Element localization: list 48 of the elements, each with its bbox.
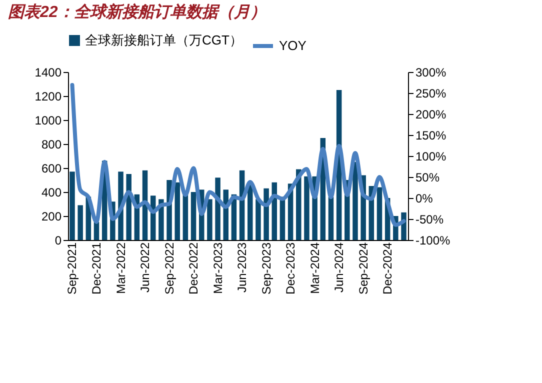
x-tick-label: Sep-2024 [356,242,370,295]
y-tick-label: 1400 [34,66,62,80]
x-tick-label: Mar-2023 [210,242,225,294]
x-tick-label: Jun-2022 [138,242,152,293]
y-tick-label: 0 [54,234,62,248]
x-tick-label: Jun-2024 [332,242,346,293]
bar [304,176,310,240]
x-tick-label: Mar-2022 [114,242,128,294]
y2-tick-label: 250% [416,86,447,100]
bar [248,184,253,240]
y2-tick-label: 300% [416,66,447,80]
x-tick-label: Dec-2023 [284,242,298,295]
legend-label: 全球新接船订单（万CGT） [85,32,242,48]
x-tick-label: Sep-2023 [259,242,274,295]
x-tick-label: Jun-2023 [235,242,250,293]
bar [264,188,269,240]
x-tick-label: Mar-2024 [308,242,322,294]
line-series [70,83,406,227]
y-tick-label: 1000 [34,114,62,128]
y2-tick-label: 150% [416,128,447,142]
chart-title: 图表22：全球新接船订单数据（月） [8,3,266,21]
x-tick-label: Dec-2022 [186,242,201,295]
bar [78,205,83,240]
bar [190,192,196,240]
x-tick-label: Sep-2022 [162,242,176,295]
y-tick-label: 200 [41,210,62,224]
bar [215,178,220,240]
x-tick-label: Dec-2024 [380,242,395,295]
y-tick-label: 800 [41,138,62,152]
y2-tick-label: 50% [416,170,440,184]
bar [328,196,334,240]
bar [174,182,180,240]
bar [376,187,382,240]
y-tick-label: 600 [41,162,62,176]
legend-label: YOY [279,38,307,53]
bar [352,162,358,240]
y-tick-label: 1200 [34,90,62,104]
x-tick-label: Sep-2021 [65,242,80,295]
y2-tick-label: 200% [416,108,447,122]
bar [256,199,261,240]
y2-tick-label: 0% [416,192,434,206]
x-tick-label: Dec-2021 [90,242,104,295]
y-tick-label: 400 [41,186,62,200]
y2-tick-label: 100% [416,150,447,164]
y2-tick-label: -100% [416,234,451,248]
bar [70,172,75,240]
bar [207,199,212,240]
y2-tick-label: -50% [416,212,444,226]
